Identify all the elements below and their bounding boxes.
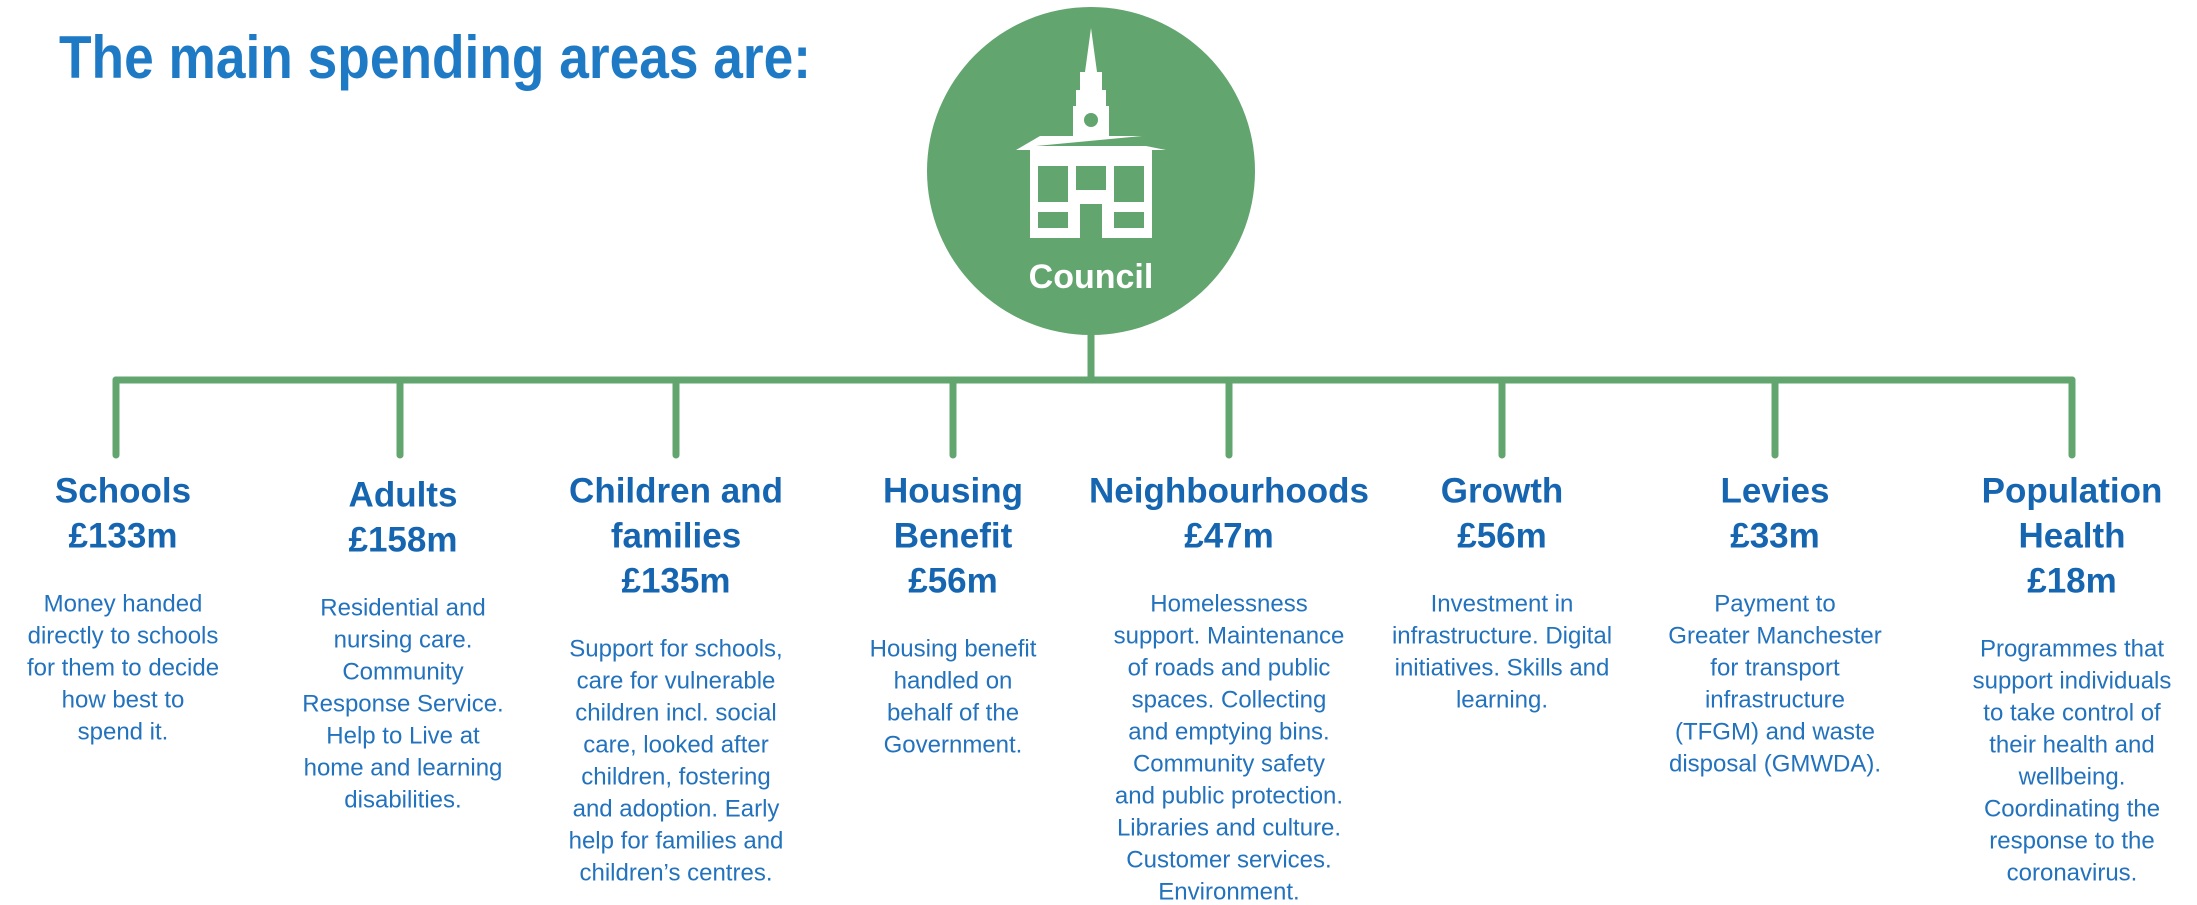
area-description: Investment in [1431,590,1574,617]
area-description: and public protection. [1115,782,1343,809]
area-amount: £47m [1184,516,1274,555]
area-description: Homelessness [1150,590,1307,617]
area-description: care, looked after [583,731,768,758]
area-description: help for families and [569,827,784,854]
area-name: Growth [1441,471,1563,510]
area-name: Neighbourhoods [1089,471,1369,510]
clock [1084,113,1098,127]
council-label: Council [1029,258,1154,296]
area-description: care for vulnerable [577,667,776,694]
area-amount: £56m [908,561,998,600]
area-name: Schools [55,471,191,510]
area-name: families [611,516,741,555]
area-name: Levies [1721,471,1830,510]
area-description: Greater Manchester [1668,622,1881,649]
area-description: behalf of the [887,699,1019,726]
area-description: Community safety [1133,750,1325,777]
area-description: disabilities. [344,786,461,813]
area-name: Benefit [894,516,1013,555]
area-description: Payment to [1714,590,1835,617]
title: The main spending areas are: [59,24,811,91]
area-name: Population [1982,471,2163,510]
area-description: Residential and [320,594,485,621]
connectors [112,326,2076,384]
area-description: for them to decide [27,654,219,681]
area-description: children’s centres. [580,859,773,886]
area-description: Money handed [44,590,203,617]
windows [1038,166,1144,238]
area-description: support individuals [1973,667,2172,694]
area-description: Help to Live at [326,722,480,749]
area-description: Customer services. [1126,846,1331,873]
area-description: Environment. [1158,878,1299,905]
area-amount: £133m [69,516,178,555]
area-amount: £18m [2027,561,2117,600]
area-description: support. Maintenance [1114,622,1345,649]
area-description: disposal (GMWDA). [1669,750,1881,777]
area-description: initiatives. Skills and [1395,654,1610,681]
area-description: and emptying bins. [1128,718,1329,745]
area-description: children, fostering [581,763,770,790]
area-description: handled on [894,667,1013,694]
area-amount: £135m [622,561,731,600]
area-description: Community [342,658,463,685]
area-description: Response Service. [302,690,503,717]
area-amount: £33m [1730,516,1820,555]
area-description: spaces. Collecting [1132,686,1327,713]
area-description: directly to schools [28,622,219,649]
area-description: infrastructure [1705,686,1845,713]
area-description: coronavirus. [2007,859,2138,886]
area-description: Libraries and culture. [1117,814,1341,841]
area-description: Programmes that [1980,635,2164,662]
area-description: of roads and public [1128,654,1331,681]
area-description: spend it. [78,718,169,745]
area-amount: £158m [349,520,458,559]
area-description: learning. [1456,686,1548,713]
area-name: Health [2019,516,2126,555]
area-description: children incl. social [575,699,776,726]
area-description: Government. [884,731,1023,758]
area-description: response to the [1989,827,2154,854]
area-description: their health and [1989,731,2154,758]
area-description: Housing benefit [870,635,1037,662]
area-description: (TFGM) and waste [1675,718,1875,745]
area-description: for transport [1710,654,1840,681]
area-description: to take control of [1983,699,2161,726]
area-amount: £56m [1457,516,1547,555]
area-name: Children and [569,471,783,510]
area-description: and adoption. Early [573,795,780,822]
area-description: home and learning [304,754,503,781]
area-name: Adults [349,475,458,514]
area-name: Housing [883,471,1023,510]
area-description: wellbeing. [2018,763,2126,790]
area-description: infrastructure. Digital [1392,622,1612,649]
area-description: nursing care. [334,626,473,653]
area-description: Coordinating the [1984,795,2160,822]
area-description: how best to [62,686,185,713]
area-description: Support for schools, [569,635,782,662]
